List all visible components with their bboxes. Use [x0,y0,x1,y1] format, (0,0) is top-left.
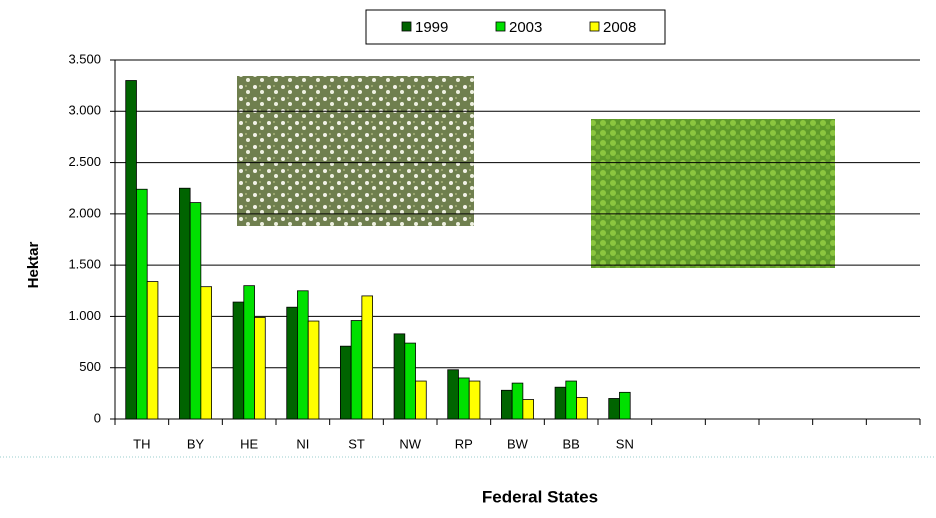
bar [415,380,427,420]
bar [361,295,374,420]
bar [608,398,620,420]
x-axis-label: Federal States [482,487,598,506]
bar [200,286,213,420]
x-tick-label: TH [133,436,150,451]
legend-swatch [495,21,506,32]
bar [307,320,320,420]
legend [365,9,666,45]
bar [458,377,470,420]
legend-swatch [401,21,412,32]
x-tick-label: HE [240,436,258,451]
y-tick-label: 2.000 [68,205,101,220]
bar [254,317,266,420]
bar [136,188,148,420]
bar [297,290,309,420]
bar [125,80,137,420]
x-tick-label: BW [507,436,529,451]
x-tick-label: BY [187,436,205,451]
y-tick-label: 1.000 [68,308,101,323]
bar [286,306,298,420]
x-tick-label: BB [562,436,579,451]
bar [468,380,481,420]
bar [447,369,459,420]
y-tick-label: 2.500 [68,154,101,169]
bar [576,397,588,420]
bar [500,389,513,420]
legend-swatch [589,21,600,32]
photo-chamomile [237,76,474,226]
y-tick-label: 3.500 [68,51,101,66]
x-tick-label: NW [399,436,421,451]
bar [232,301,245,420]
legend-label: 2008 [603,19,636,36]
y-tick-label: 3.000 [68,103,101,118]
x-tick-label: NI [296,436,309,451]
y-tick-label: 1.500 [68,257,101,272]
bar [146,281,159,420]
x-tick-label: RP [455,436,473,451]
y-axis-label: Hektar [25,241,42,288]
bar [339,345,352,420]
bar [404,342,416,420]
bar [350,320,363,420]
y-tick-label: 500 [79,359,101,374]
bar [522,399,534,420]
x-tick-label: ST [348,436,365,451]
x-tick-label: SN [616,436,634,451]
bar [189,202,202,420]
y-tick-label: 0 [94,410,101,425]
bar [393,333,406,420]
bar [554,386,567,420]
bar [178,187,191,420]
bar [565,380,577,420]
photo-parsley [591,119,835,268]
bar [243,285,255,420]
bar [619,391,631,420]
bar [511,382,524,420]
legend-label: 1999 [415,19,448,36]
legend-label: 2003 [509,19,542,36]
